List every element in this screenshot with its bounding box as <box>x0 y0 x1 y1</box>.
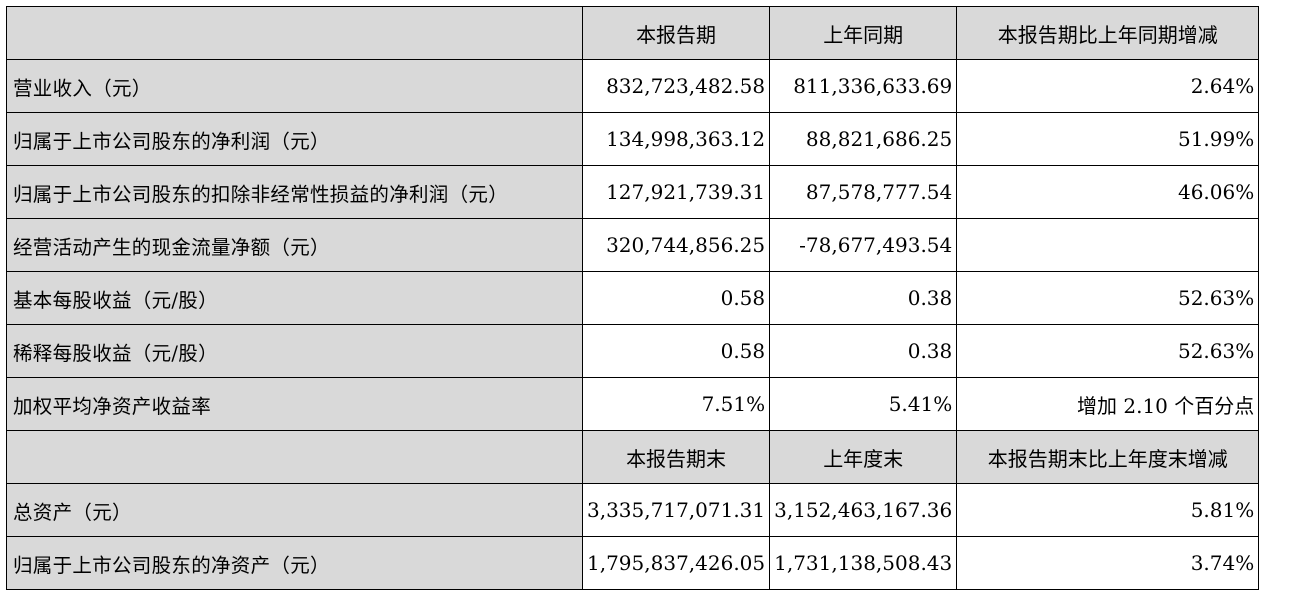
row-label-net-profit: 归属于上市公司股东的净利润（元） <box>6 112 583 166</box>
cell-current: 832,723,482.58 <box>581 59 771 113</box>
row-label-operating-cash-flow: 经营活动产生的现金流量净额（元） <box>6 218 583 272</box>
cell-prior: 5.41% <box>769 377 958 431</box>
cell-current: 134,998,363.12 <box>581 112 771 166</box>
cell-change: 5.81% <box>956 483 1260 537</box>
header-cell-change-vs-prior-period: 本报告期比上年同期增减 <box>956 6 1260 60</box>
cell-change <box>956 218 1260 272</box>
cell-prior: 0.38 <box>769 271 958 325</box>
row-label-total-assets: 总资产（元） <box>6 483 583 537</box>
cell-change: 51.99% <box>956 112 1260 166</box>
row-label-basic-eps: 基本每股收益（元/股） <box>6 271 583 325</box>
header-cell-blank <box>6 430 583 484</box>
header-cell-blank <box>6 6 583 60</box>
row-label-net-assets: 归属于上市公司股东的净资产（元） <box>6 536 583 590</box>
cell-prior: 0.38 <box>769 324 958 378</box>
header-cell-prior-year-end: 上年度末 <box>769 430 958 484</box>
cell-current: 0.58 <box>581 271 771 325</box>
cell-current: 0.58 <box>581 324 771 378</box>
header-row-period-end: 本报告期末 上年度末 本报告期末比上年度末增减 <box>6 430 1260 484</box>
header-row-period: 本报告期 上年同期 本报告期比上年同期增减 <box>6 6 1260 60</box>
cell-current: 1,795,837,426.05 <box>581 536 771 590</box>
header-cell-current-period-end: 本报告期末 <box>581 430 771 484</box>
table-row: 稀释每股收益（元/股） 0.58 0.38 52.63% <box>6 324 1260 378</box>
key-financial-data-table: 本报告期 上年同期 本报告期比上年同期增减 营业收入（元） 832,723,48… <box>6 6 1260 590</box>
table-row: 加权平均净资产收益率 7.51% 5.41% 增加 2.10 个百分点 <box>6 377 1260 431</box>
table-row: 总资产（元） 3,335,717,071.31 3,152,463,167.36… <box>6 483 1260 537</box>
row-label-net-profit-excl-nonrecurring: 归属于上市公司股东的扣除非经常性损益的净利润（元） <box>6 165 583 219</box>
cell-current: 7.51% <box>581 377 771 431</box>
header-cell-change-vs-prior-year-end: 本报告期末比上年度末增减 <box>956 430 1260 484</box>
cell-change: 52.63% <box>956 271 1260 325</box>
table-row: 经营活动产生的现金流量净额（元） 320,744,856.25 -78,677,… <box>6 218 1260 272</box>
cell-change: 3.74% <box>956 536 1260 590</box>
table-row: 归属于上市公司股东的净资产（元） 1,795,837,426.05 1,731,… <box>6 536 1260 590</box>
cell-current: 127,921,739.31 <box>581 165 771 219</box>
table-row: 归属于上市公司股东的净利润（元） 134,998,363.12 88,821,6… <box>6 112 1260 166</box>
financial-table-container: 本报告期 上年同期 本报告期比上年同期增减 营业收入（元） 832,723,48… <box>6 6 1260 590</box>
row-label-weighted-roe: 加权平均净资产收益率 <box>6 377 583 431</box>
table-row: 归属于上市公司股东的扣除非经常性损益的净利润（元） 127,921,739.31… <box>6 165 1260 219</box>
table-row: 基本每股收益（元/股） 0.58 0.38 52.63% <box>6 271 1260 325</box>
cell-prior: 3,152,463,167.36 <box>769 483 958 537</box>
cell-current: 3,335,717,071.31 <box>581 483 771 537</box>
header-cell-current-period: 本报告期 <box>581 6 771 60</box>
cell-prior: 1,731,138,508.43 <box>769 536 958 590</box>
table-row: 营业收入（元） 832,723,482.58 811,336,633.69 2.… <box>6 59 1260 113</box>
header-cell-prior-year-period: 上年同期 <box>769 6 958 60</box>
cell-current: 320,744,856.25 <box>581 218 771 272</box>
cell-prior: -78,677,493.54 <box>769 218 958 272</box>
cell-change: 52.63% <box>956 324 1260 378</box>
cell-prior: 87,578,777.54 <box>769 165 958 219</box>
cell-prior: 811,336,633.69 <box>769 59 958 113</box>
cell-change: 增加 2.10 个百分点 <box>956 377 1260 431</box>
row-label-operating-revenue: 营业收入（元） <box>6 59 583 113</box>
cell-change: 46.06% <box>956 165 1260 219</box>
cell-change: 2.64% <box>956 59 1260 113</box>
cell-prior: 88,821,686.25 <box>769 112 958 166</box>
row-label-diluted-eps: 稀释每股收益（元/股） <box>6 324 583 378</box>
